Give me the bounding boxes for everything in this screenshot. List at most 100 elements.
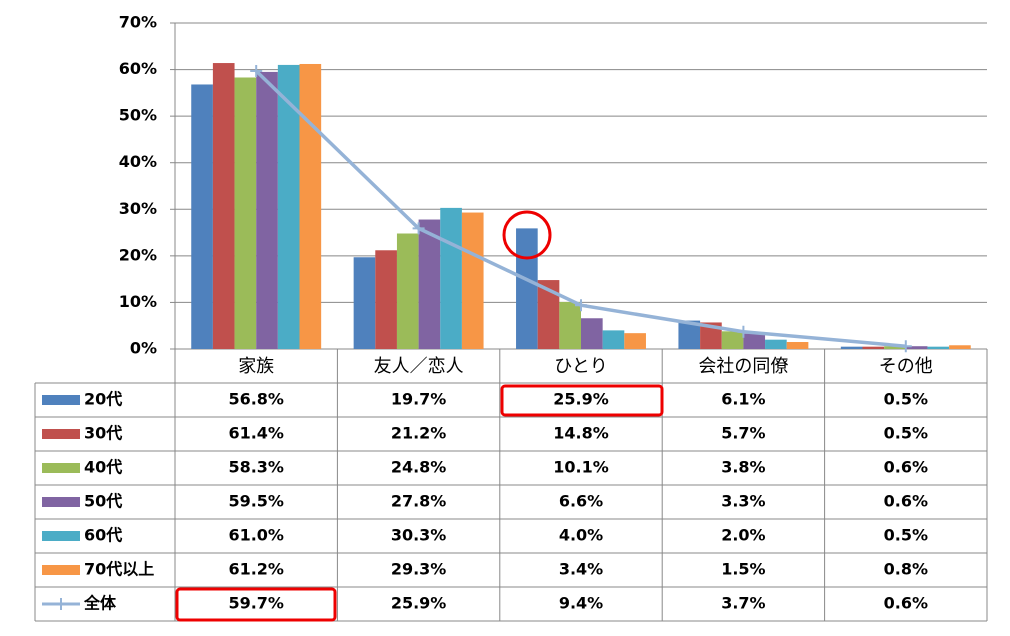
bar: [461, 212, 484, 349]
legend-label: 全体: [83, 594, 117, 613]
bar: [884, 346, 906, 349]
table-value: 59.7%: [228, 594, 284, 613]
legend-label: 60代: [84, 526, 122, 545]
legend-key: [42, 497, 80, 507]
bar: [862, 346, 885, 349]
table-value: 0.5%: [884, 390, 928, 409]
table-value: 27.8%: [391, 492, 447, 511]
table-value: 6.1%: [721, 390, 765, 409]
bar: [191, 84, 213, 349]
y-tick-label: 40%: [119, 152, 157, 171]
legend-key: [42, 531, 80, 541]
x-tick-label: 友人／恋人: [374, 355, 464, 377]
table-value: 10.1%: [553, 458, 609, 477]
legend-label: 20代: [84, 390, 122, 409]
marker: [412, 222, 425, 235]
table-value: 56.8%: [228, 390, 284, 409]
x-tick-label: ひとり: [554, 356, 607, 377]
table-value: 30.3%: [391, 526, 447, 545]
legend-label: 40代: [84, 458, 122, 477]
legend-label: 50代: [84, 492, 122, 511]
legend-key: [42, 395, 80, 405]
bar: [927, 346, 950, 349]
table-value: 0.5%: [884, 424, 928, 443]
bar: [212, 63, 235, 350]
bar: [375, 250, 397, 349]
table-value: 0.5%: [884, 526, 928, 545]
y-tick-label: 70%: [119, 13, 157, 32]
y-tick-label: 10%: [119, 292, 157, 311]
table-value: 61.0%: [228, 526, 284, 545]
x-tick-label: 家族: [238, 356, 274, 377]
highlight-circle: [502, 210, 552, 260]
y-tick-label: 60%: [119, 59, 157, 78]
legend-key: [42, 463, 80, 473]
table-value: 25.9%: [391, 594, 447, 613]
bar: [840, 346, 863, 349]
marker: [250, 64, 263, 77]
table-value: 0.6%: [884, 594, 928, 613]
bar: [440, 207, 462, 349]
bar: [234, 77, 257, 349]
table-value: 4.0%: [559, 526, 603, 545]
table-value: 5.7%: [721, 424, 765, 443]
table-value: 9.4%: [559, 594, 603, 613]
table-value: 3.7%: [721, 594, 765, 613]
bar: [396, 233, 419, 349]
table-value: 2.0%: [721, 526, 765, 545]
table-value: 3.4%: [559, 560, 603, 579]
y-tick-label: 50%: [119, 106, 157, 125]
bar: [949, 345, 971, 349]
table-value: 61.4%: [228, 424, 284, 443]
table-value: 29.3%: [391, 560, 447, 579]
table-value: 1.5%: [721, 560, 765, 579]
legend-key: [42, 429, 80, 439]
legend-key: [42, 565, 80, 575]
y-tick-label: 0%: [130, 339, 157, 358]
bar: [905, 346, 928, 349]
table-value: 19.7%: [391, 390, 447, 409]
marker: [575, 299, 587, 312]
highlight-box: [175, 587, 337, 622]
table-value: 0.6%: [884, 492, 928, 511]
bar: [353, 257, 376, 349]
legend-label: 30代: [84, 424, 122, 443]
bar: [765, 339, 787, 349]
x-tick-label: 会社の同僚: [698, 356, 788, 377]
bar: [743, 333, 766, 349]
bar: [299, 63, 322, 350]
y-tick-label: 20%: [119, 245, 157, 264]
table-value: 6.6%: [559, 492, 603, 511]
marker: [899, 340, 912, 353]
bar: [256, 71, 278, 350]
bar: [678, 320, 701, 349]
bar: [277, 64, 300, 350]
table-value: 58.3%: [228, 458, 284, 477]
bar: [537, 280, 560, 349]
bar: [418, 219, 441, 349]
highlight-box: [500, 384, 664, 417]
bar: [721, 331, 744, 349]
bar: [624, 333, 646, 349]
bar: [516, 228, 538, 349]
table-value: 61.2%: [228, 560, 284, 579]
legend-key: [55, 598, 67, 610]
table-value: 14.8%: [553, 424, 609, 443]
table-value: 24.8%: [391, 458, 447, 477]
bar: [581, 318, 603, 349]
legend-label: 70代以上: [84, 560, 154, 579]
table-value: 3.3%: [721, 492, 765, 511]
table-value: 59.5%: [228, 492, 284, 511]
x-tick-label: その他: [879, 356, 933, 377]
table-value: 3.8%: [721, 458, 765, 477]
bar: [786, 342, 809, 349]
table-value: 0.6%: [884, 458, 928, 477]
y-tick-label: 30%: [119, 199, 157, 218]
bar: [559, 301, 581, 349]
table-value: 25.9%: [553, 390, 609, 409]
table-value: 21.2%: [391, 424, 447, 443]
bar: [602, 330, 625, 349]
table-value: 0.8%: [884, 560, 928, 579]
marker: [737, 325, 750, 338]
